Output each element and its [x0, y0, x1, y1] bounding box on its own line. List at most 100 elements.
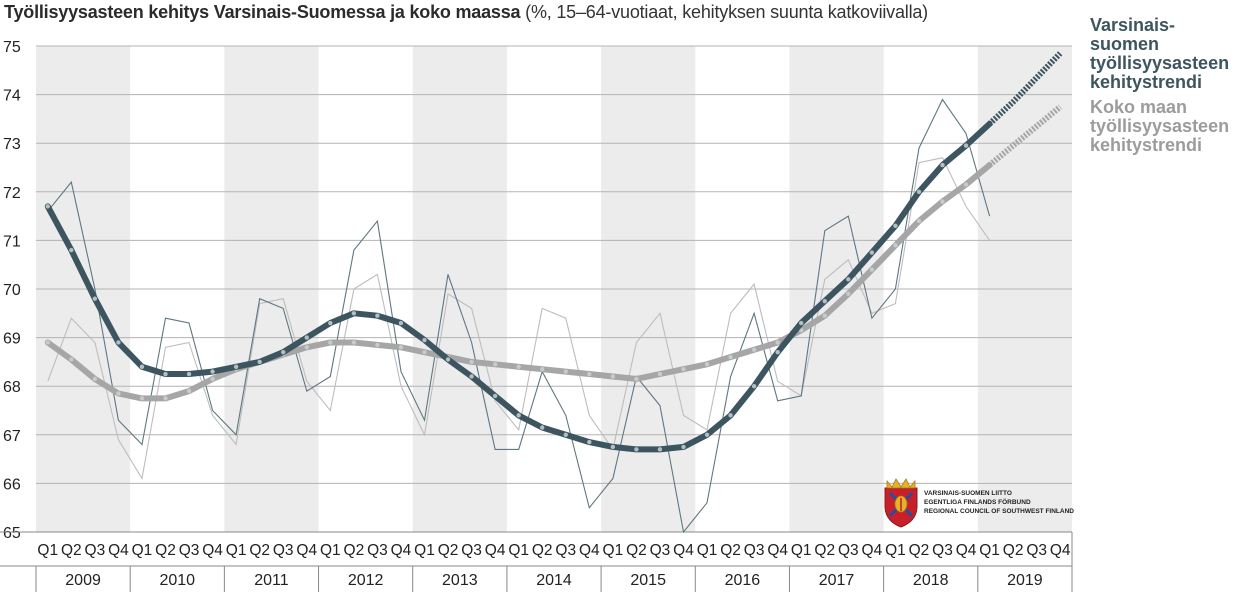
- series-national-trend-point: [846, 291, 851, 297]
- series-regional-trend-point: [116, 340, 121, 345]
- x-tick-label-q: Q3: [744, 542, 765, 559]
- series-regional-trend-point: [186, 371, 192, 377]
- series-regional-trend-point: [304, 335, 309, 340]
- series-national-trend-point: [69, 357, 74, 362]
- series-regional-trend-dashed: [987, 51, 1063, 126]
- series-regional-trend-point: [657, 447, 663, 452]
- x-tick-label-q: Q2: [155, 542, 176, 559]
- y-tick-label-69: 69: [3, 331, 21, 348]
- x-year-label-2016: 2016: [725, 572, 761, 589]
- x-tick-label-q: Q3: [838, 542, 859, 559]
- x-tick-label-q: Q4: [956, 542, 977, 559]
- series-regional-trend-point: [610, 444, 616, 450]
- series-national-trend-dashed: [987, 104, 1063, 168]
- y-tick-label-75: 75: [3, 39, 21, 56]
- x-tick-label-q: Q4: [108, 542, 129, 559]
- x-tick-label-q: Q2: [61, 542, 82, 559]
- series-national-trend-point: [540, 366, 545, 372]
- series-regional-trend-point: [916, 189, 922, 194]
- series-national-trend-point: [775, 340, 780, 345]
- series-regional-trend-point: [587, 439, 592, 445]
- x-tick-label-q: Q1: [37, 542, 58, 559]
- series-national-trend-point: [186, 388, 192, 394]
- series-national-trend-point: [563, 369, 568, 374]
- x-tick-label-q: Q2: [249, 542, 270, 559]
- series-regional-trend-point: [210, 369, 215, 374]
- x-year-label-2013: 2013: [442, 572, 478, 589]
- x-tick-label-q: Q2: [909, 542, 930, 559]
- logo-line-3: REGIONAL COUNCIL OF SOUTHWEST FINLAND: [924, 508, 1074, 515]
- series-regional-trend-point: [328, 320, 333, 326]
- logo-text: VARSINAIS-SUOMEN LIITTO EGENTLIGA FINLAN…: [924, 489, 1074, 516]
- series-national-trend-point: [822, 313, 827, 318]
- x-tick-label-q: Q1: [132, 542, 153, 559]
- x-tick-label-q: Q3: [461, 542, 482, 559]
- x-tick-label-q: Q3: [273, 542, 294, 559]
- series-regional-trend-point: [728, 413, 733, 418]
- x-tick-label-q: Q2: [626, 542, 647, 559]
- series-regional-trend-point: [940, 162, 945, 168]
- y-tick-label-74: 74: [3, 88, 21, 105]
- x-tick-label-q: Q2: [720, 542, 741, 559]
- x-tick-label-q: Q1: [791, 542, 812, 559]
- x-tick-label-q: Q2: [814, 542, 835, 559]
- x-tick-label-q: Q4: [767, 542, 788, 559]
- series-national-trend-point: [139, 396, 145, 401]
- series-national-trend-point: [916, 218, 922, 224]
- series-national-trend-point: [422, 349, 427, 355]
- x-tick-label-q: Q4: [862, 542, 883, 559]
- x-year-label-2010: 2010: [159, 572, 195, 589]
- series-regional-trend-point: [492, 393, 498, 399]
- x-tick-label-q: Q3: [367, 542, 388, 559]
- series-national-trend-point: [963, 182, 969, 187]
- series-national-trend-point: [869, 267, 875, 272]
- series-regional-trend-point: [281, 349, 286, 355]
- y-tick-label-67: 67: [3, 428, 21, 445]
- x-year-label-2011: 2011: [254, 572, 289, 589]
- x-tick-label-q: Q4: [202, 542, 223, 559]
- series-regional-trend-point: [775, 349, 780, 355]
- series-national-trend-point: [45, 340, 50, 345]
- series-regional-trend-point: [704, 432, 710, 437]
- x-tick-label-q: Q3: [650, 542, 671, 559]
- chart-title-subtitle: (%, 15–64-vuotiaat, kehityksen suunta ka…: [520, 2, 928, 22]
- series-national-trend-point: [398, 345, 404, 350]
- y-tick-label-66: 66: [3, 476, 21, 493]
- series-regional-trend-point: [846, 277, 851, 282]
- x-tick-label-q: Q2: [438, 542, 459, 559]
- x-tick-label-q: Q4: [579, 542, 600, 559]
- x-tick-label-q: Q4: [1050, 542, 1071, 559]
- series-national-trend-point: [469, 359, 474, 365]
- y-tick-label-68: 68: [3, 379, 21, 396]
- x-year-label-2014: 2014: [536, 572, 572, 589]
- series-regional-trend-point: [681, 444, 686, 450]
- y-tick-label-71: 71: [3, 233, 21, 250]
- series-regional-trend-point: [398, 320, 404, 326]
- x-year-label-2018: 2018: [913, 572, 949, 589]
- series-regional-trend-point: [634, 447, 639, 452]
- legend-regional-trend: Varsinais-suomen työllisyysasteen kehity…: [1090, 15, 1230, 92]
- series-regional-trend-point: [92, 296, 98, 301]
- series-national-trend-point: [351, 340, 357, 345]
- x-tick-label-q: Q1: [603, 542, 624, 559]
- series-national-trend-point: [375, 342, 380, 348]
- series-regional-trend-point: [445, 357, 451, 362]
- x-tick-label-q: Q1: [697, 542, 718, 559]
- series-national-trend-point: [681, 366, 686, 372]
- series-national-trend-point: [610, 374, 616, 379]
- x-year-label-2009: 2009: [65, 572, 101, 589]
- x-tick-label-q: Q2: [532, 542, 553, 559]
- series-national-trend-point: [516, 364, 521, 369]
- y-tick-label-72: 72: [3, 185, 21, 202]
- x-tick-label-q: Q3: [1026, 542, 1047, 559]
- regional-council-logo: VARSINAIS-SUOMEN LIITTO EGENTLIGA FINLAN…: [882, 476, 1082, 532]
- series-national-trend-point: [587, 371, 592, 377]
- series-national-trend-point: [657, 371, 663, 377]
- y-tick-label-65: 65: [3, 525, 21, 542]
- x-tick-label-q: Q3: [179, 542, 200, 559]
- series-regional-trend-point: [422, 337, 427, 343]
- series-regional-trend-point: [469, 374, 474, 379]
- series-national-trend-point: [634, 376, 639, 382]
- series-regional-trend-point: [69, 247, 74, 253]
- series-national-trend-point: [728, 354, 733, 360]
